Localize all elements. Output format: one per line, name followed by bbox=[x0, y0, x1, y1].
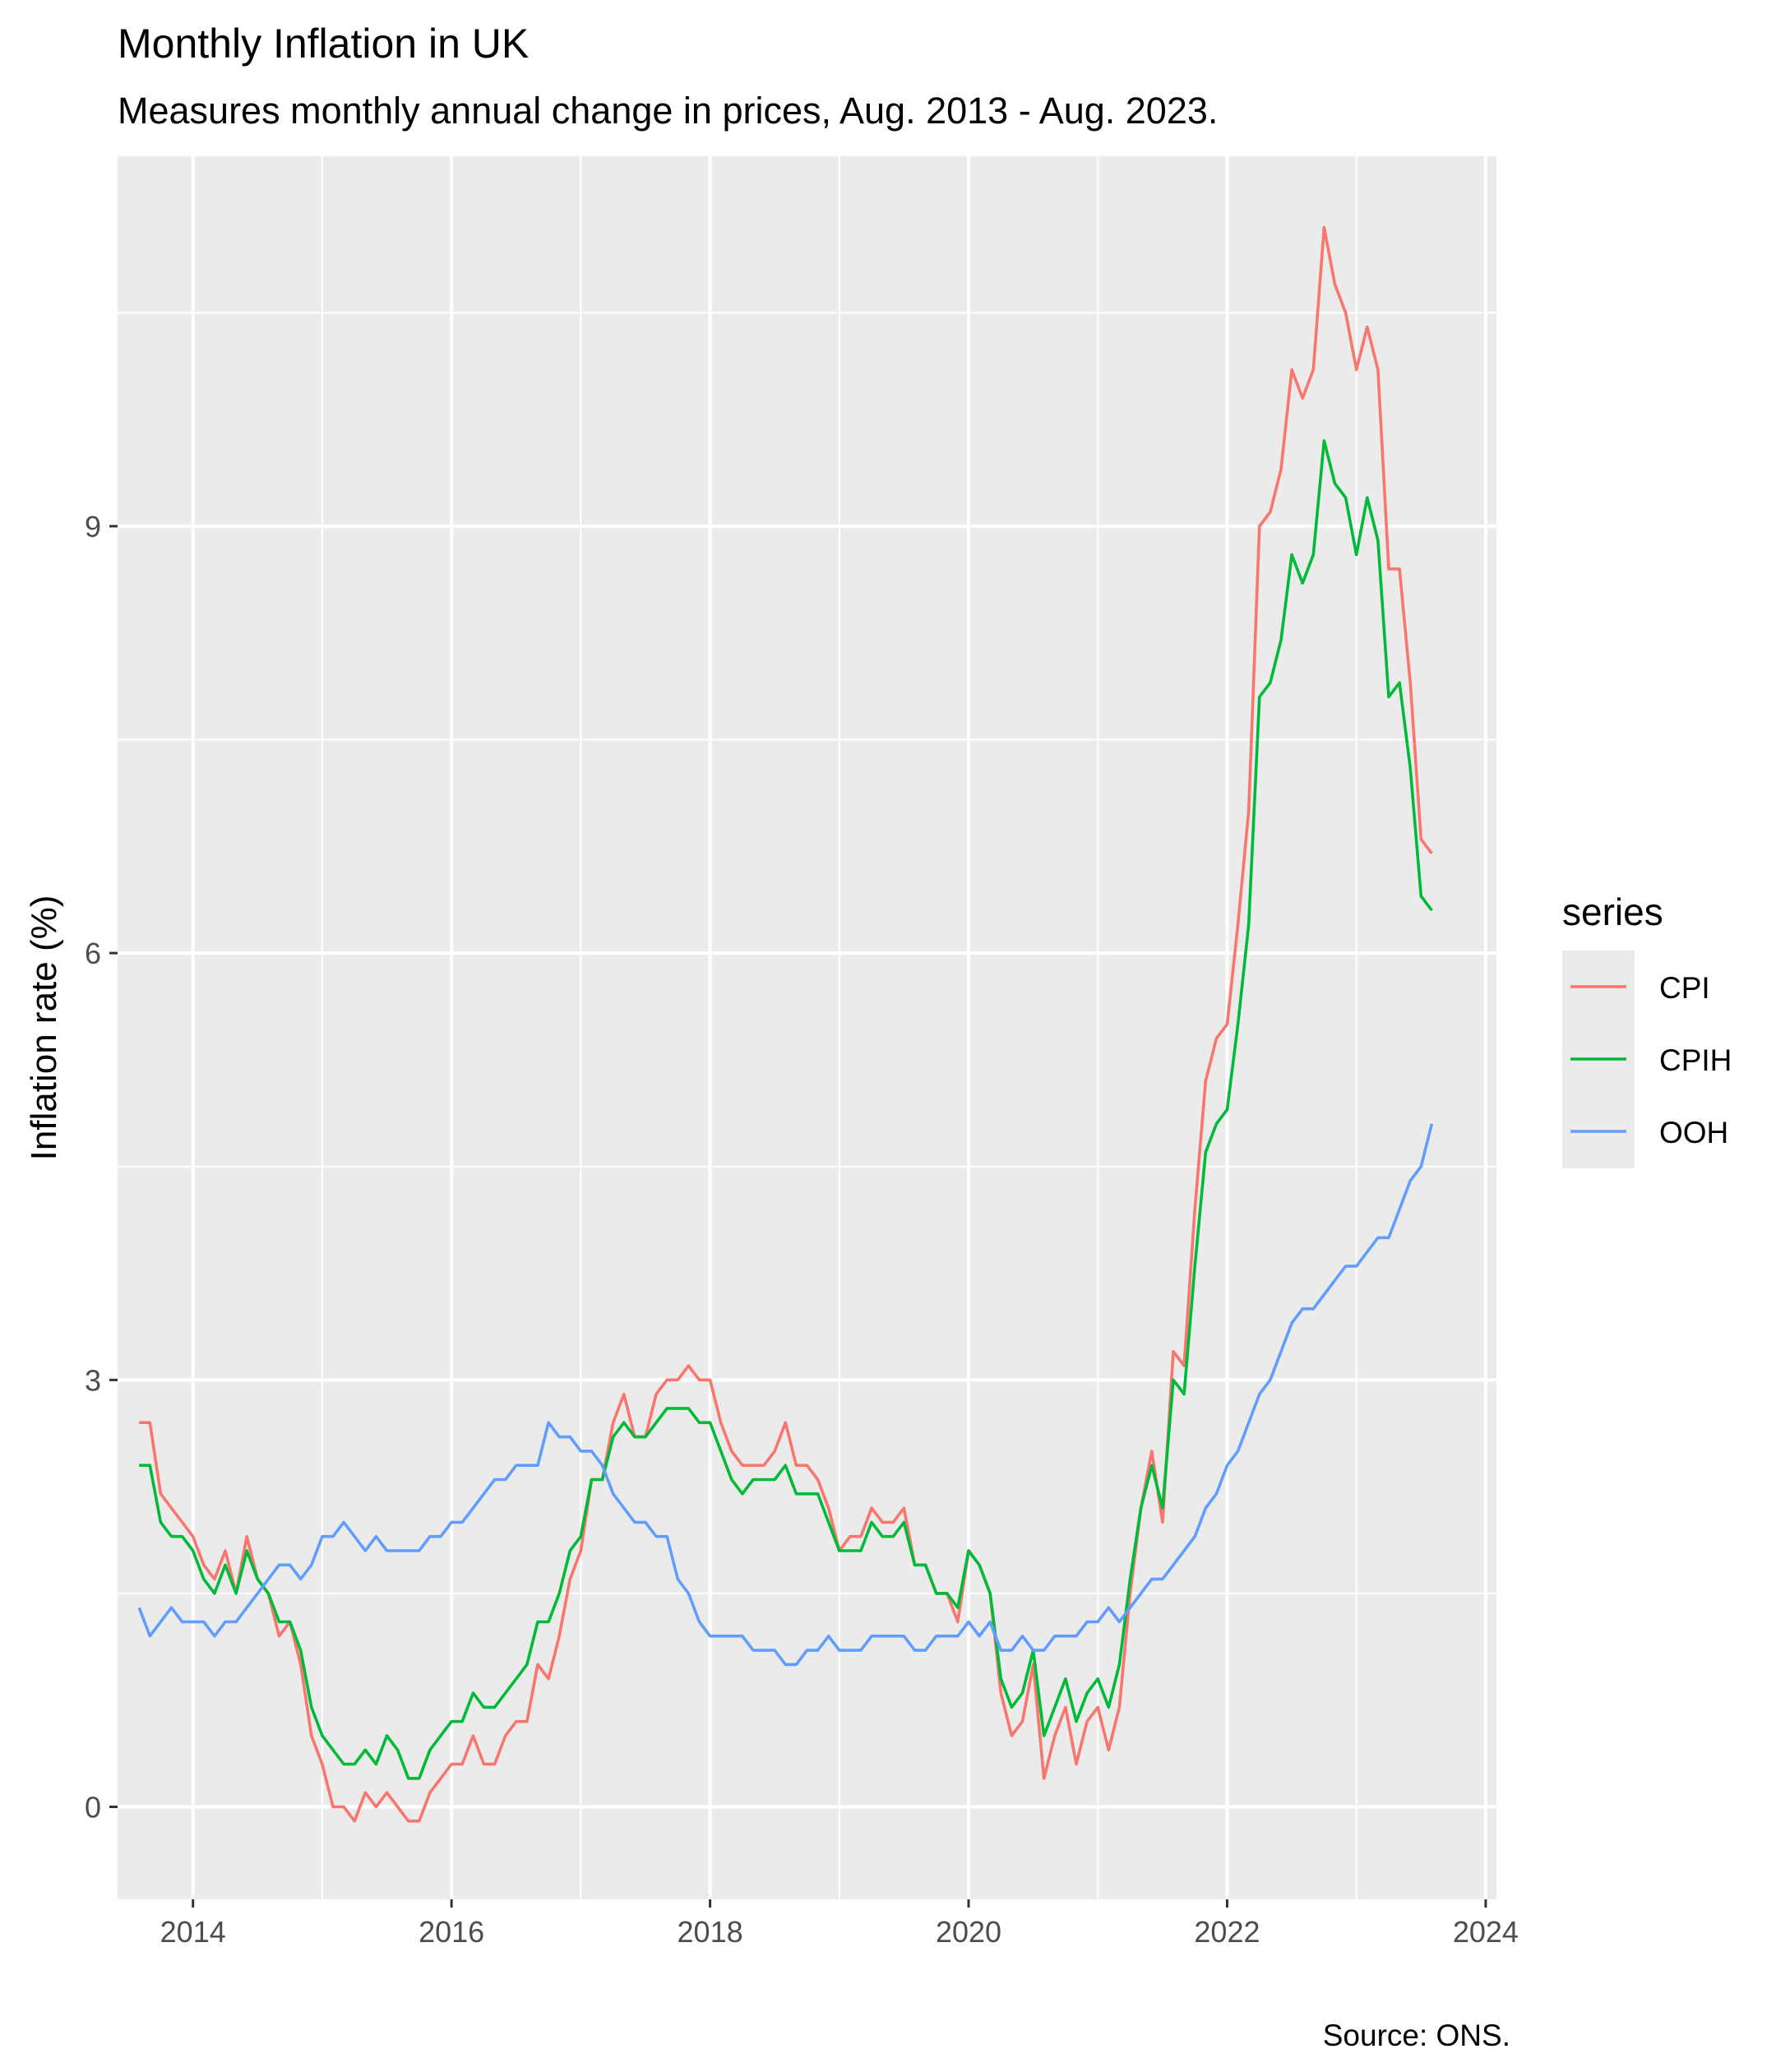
legend-label-cpi: CPI bbox=[1659, 971, 1710, 1005]
x-tick-label: 2020 bbox=[936, 1915, 1001, 1949]
x-tick-label: 2018 bbox=[678, 1915, 743, 1949]
x-tick-label: 2016 bbox=[419, 1915, 484, 1949]
minor-gridlines bbox=[118, 156, 1496, 1899]
legend-label-cpih: CPIH bbox=[1659, 1043, 1732, 1077]
x-tick-label: 2014 bbox=[160, 1915, 226, 1949]
series-lines bbox=[137, 225, 1434, 1823]
chart-subtitle: Measures monthly annual change in prices… bbox=[118, 90, 1218, 132]
chart-caption: Source: ONS. bbox=[1323, 2019, 1510, 2052]
legend: series CPI CPIH OOH bbox=[1562, 890, 1732, 1168]
y-axis: 0 3 6 9 bbox=[85, 510, 118, 1825]
legend-title: series bbox=[1562, 890, 1663, 933]
series-line-cpi bbox=[139, 225, 1433, 1823]
y-axis-label: Inflation rate (%) bbox=[24, 895, 64, 1161]
y-tick-label: 3 bbox=[85, 1363, 101, 1397]
series-line-cpih bbox=[139, 439, 1433, 1780]
y-tick-label: 0 bbox=[85, 1791, 101, 1825]
major-gridlines bbox=[118, 156, 1496, 1899]
y-tick-label: 9 bbox=[85, 510, 101, 543]
series-line-ooh bbox=[137, 1123, 1434, 1667]
x-axis: 2014 2016 2018 2020 2022 2024 bbox=[160, 1899, 1519, 1949]
chart-title: Monthly Inflation in UK bbox=[118, 21, 529, 67]
legend-label-ooh: OOH bbox=[1659, 1116, 1728, 1149]
y-tick-label: 6 bbox=[85, 937, 101, 970]
x-tick-label: 2022 bbox=[1194, 1915, 1260, 1949]
x-tick-label: 2024 bbox=[1453, 1915, 1519, 1949]
plot-panel bbox=[118, 156, 1496, 1899]
